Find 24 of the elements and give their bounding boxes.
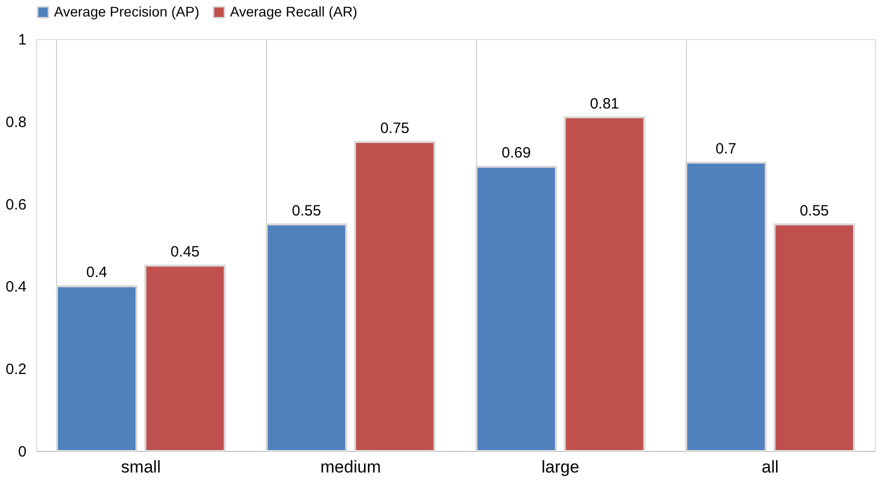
legend-label: Average Recall (AR) [230, 3, 358, 20]
legend-label: Average Precision (AP) [54, 3, 200, 20]
y-tick-label: 0.4 [6, 278, 26, 296]
data-label: 0.7 [716, 140, 736, 158]
x-tick-label: small [121, 458, 161, 476]
bar [774, 223, 856, 452]
data-label: 0.4 [86, 264, 108, 282]
data-label: 0.55 [800, 202, 829, 220]
y-tick-label: 0 [18, 444, 26, 460]
y-tick-label: 1 [18, 32, 26, 48]
data-label: 0.45 [170, 244, 200, 261]
data-label: 0.81 [590, 95, 620, 112]
bar [564, 116, 646, 452]
x-tick-label: all [762, 458, 779, 476]
data-label: 0.55 [292, 202, 322, 220]
bar [354, 141, 436, 452]
y-tick-label: 0.8 [6, 114, 26, 131]
y-tick-label: 0.2 [6, 361, 26, 378]
data-label: 0.69 [502, 144, 531, 162]
x-tick-label: medium [320, 458, 381, 476]
data-label: 0.75 [380, 120, 410, 137]
bar [144, 264, 226, 452]
y-tick-label: 0.6 [6, 196, 26, 214]
x-tick-label: large [541, 458, 580, 476]
